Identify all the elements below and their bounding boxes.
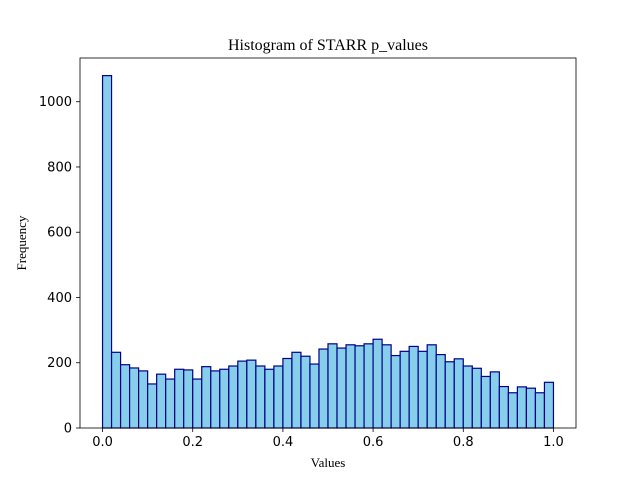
x-tick-label: 1.0	[543, 435, 564, 450]
x-tick-label: 0.6	[363, 435, 384, 450]
histogram-bar	[246, 359, 257, 429]
histogram-bar	[119, 364, 131, 429]
plot-frame	[79, 57, 577, 429]
histogram-bar	[192, 378, 203, 429]
histogram-bar	[525, 387, 537, 429]
y-tick-label: 0	[64, 422, 72, 437]
histogram-bar	[435, 353, 446, 429]
histogram-bar	[138, 370, 149, 429]
y-tick-label: 200	[47, 356, 72, 371]
histogram-bar	[273, 365, 284, 429]
histogram-bar	[156, 373, 167, 429]
y-axis-label: Frequency	[14, 215, 29, 270]
histogram-bar	[327, 343, 338, 429]
histogram-bar	[183, 369, 194, 429]
histogram-bar	[363, 343, 374, 429]
histogram-bar	[354, 345, 365, 429]
y-tick-label: 800	[47, 160, 72, 175]
histogram-bar	[255, 365, 266, 429]
histogram-bar	[101, 75, 113, 429]
bars-group	[101, 75, 555, 429]
x-tick-label: 0.4	[273, 435, 294, 450]
histogram-bar	[309, 363, 320, 429]
y-tick-label: 600	[47, 226, 72, 241]
histogram-bar	[129, 367, 140, 429]
x-axis-label: Values	[311, 455, 346, 470]
y-tick-label: 1000	[39, 95, 72, 110]
histogram-bar	[498, 385, 509, 429]
histogram-bar	[318, 348, 329, 429]
chart-title: Histogram of STARR p_values	[228, 37, 428, 54]
histogram-bar	[165, 378, 176, 429]
histogram-bar	[417, 350, 428, 429]
histogram-bar	[345, 344, 356, 429]
y-axis-ticks: 0 200 400 600 800 1000	[39, 95, 80, 437]
histogram-bar	[237, 360, 248, 429]
histogram-bar	[516, 386, 528, 429]
histogram-bar	[534, 392, 546, 429]
histogram-bar	[489, 371, 500, 429]
histogram-bar	[399, 350, 410, 429]
histogram-bar	[408, 345, 419, 429]
histogram-bar	[282, 357, 293, 429]
x-axis-ticks: 0.0 0.2 0.4 0.6 0.8 1.0	[92, 428, 564, 450]
histogram-bar	[219, 368, 230, 429]
x-tick-label: 0.8	[453, 435, 474, 450]
histogram-bar	[228, 365, 239, 429]
histogram-bar	[471, 367, 482, 429]
histogram-bar	[462, 365, 473, 429]
histogram-bar	[381, 344, 392, 429]
histogram-bar	[480, 375, 491, 429]
y-tick-label: 400	[47, 291, 72, 306]
histogram-bar	[174, 368, 185, 429]
histogram-bar	[444, 361, 455, 429]
histogram-bar	[291, 351, 302, 429]
histogram-bar	[336, 347, 347, 429]
x-tick-label: 0.2	[182, 435, 203, 450]
histogram-bar	[426, 344, 437, 429]
histogram-bar	[210, 370, 221, 429]
x-tick-label: 0.0	[92, 435, 113, 450]
histogram-bar	[147, 383, 158, 429]
histogram-bar	[372, 338, 383, 429]
histogram-bar	[264, 368, 275, 429]
histogram-bar	[507, 392, 518, 429]
histogram-bar	[110, 351, 122, 429]
histogram-bar	[300, 355, 311, 429]
histogram-bar	[543, 381, 555, 429]
histogram-bar	[453, 358, 464, 429]
histogram-bar	[390, 354, 401, 429]
histogram-bar	[201, 366, 212, 429]
